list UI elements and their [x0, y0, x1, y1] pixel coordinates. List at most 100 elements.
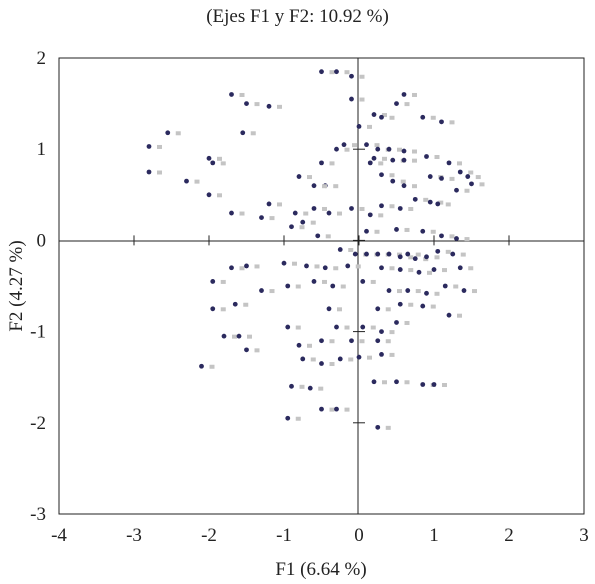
- y-tick-label: 2: [37, 48, 47, 69]
- data-point: [412, 196, 429, 202]
- data-point: [420, 303, 436, 309]
- data-point: [334, 146, 350, 152]
- x-tick-label: 0: [354, 525, 364, 546]
- data-point: [431, 382, 447, 387]
- data-point: [326, 210, 342, 216]
- data-point: [285, 283, 301, 289]
- data-point: [285, 324, 301, 330]
- data-point: [379, 352, 395, 357]
- data-point: [330, 283, 346, 289]
- data-point: [311, 206, 327, 211]
- data-point: [184, 178, 200, 184]
- y-tick-label: 1: [37, 139, 47, 160]
- chart-title: (Ejes F1 y F2: 10.92 %): [206, 6, 389, 27]
- data-point: [446, 312, 462, 318]
- data-point: [326, 306, 342, 312]
- data-point: [401, 148, 417, 154]
- data-point: [386, 146, 402, 152]
- data-point: [394, 101, 410, 107]
- data-point: [244, 263, 260, 269]
- data-point: [446, 160, 462, 166]
- data-point: [165, 130, 181, 136]
- data-point: [259, 288, 275, 294]
- x-tick-label: 2: [504, 525, 514, 546]
- data-point: [229, 92, 245, 97]
- axis-ticks: [133, 148, 510, 424]
- data-point: [397, 254, 414, 260]
- data-point: [334, 406, 350, 412]
- data-point: [285, 415, 301, 421]
- data-point: [315, 233, 331, 239]
- data-point: [341, 142, 357, 148]
- data-point: [337, 247, 354, 253]
- data-point: [431, 267, 447, 273]
- x-tick-label: -3: [126, 525, 142, 546]
- data-point: [439, 175, 455, 181]
- data-point: [360, 279, 376, 284]
- data-point: [420, 114, 436, 120]
- data-point: [442, 283, 459, 289]
- data-point: [334, 324, 350, 330]
- data-point: [397, 267, 414, 273]
- data-point: [394, 320, 410, 325]
- data-point: [379, 172, 395, 178]
- data-point: [412, 256, 429, 262]
- data-point: [244, 347, 260, 353]
- data-point: [289, 383, 305, 389]
- data-point: [435, 248, 451, 254]
- y-axis-label: F2 (4.27 %): [6, 240, 27, 331]
- data-point: [405, 251, 421, 257]
- data-point: [334, 69, 350, 75]
- data-point: [304, 263, 320, 269]
- data-point: [454, 236, 470, 242]
- data-point: [319, 69, 335, 75]
- data-point: [337, 356, 354, 362]
- data-point: [461, 288, 477, 294]
- data-point: [364, 228, 380, 234]
- data-point: [371, 155, 387, 161]
- data-point: [424, 154, 440, 159]
- y-tick-label: -1: [30, 322, 46, 343]
- data-point: [424, 254, 440, 260]
- x-axis-label: F1 (6.64 %): [275, 559, 366, 580]
- data-point: [210, 306, 226, 312]
- data-point: [364, 142, 380, 148]
- y-tick-label: -2: [30, 413, 46, 434]
- data-point: [319, 361, 335, 367]
- data-point: [349, 96, 365, 102]
- data-points: [146, 69, 485, 430]
- data-point: [345, 263, 361, 269]
- data-point: [427, 199, 444, 205]
- data-point: [210, 279, 226, 284]
- x-tick-label: 1: [429, 525, 439, 546]
- data-point: [349, 73, 365, 79]
- data-point: [146, 169, 162, 175]
- data-point: [379, 265, 395, 271]
- data-point: [296, 342, 312, 348]
- x-tick-label: -2: [201, 525, 217, 546]
- data-point: [375, 338, 391, 344]
- data-point: [379, 329, 395, 335]
- data-point: [435, 201, 451, 207]
- data-point: [375, 306, 391, 312]
- data-point: [307, 385, 324, 391]
- data-point: [349, 338, 365, 344]
- data-point: [300, 356, 316, 362]
- data-point: [457, 169, 474, 175]
- data-point: [289, 224, 305, 230]
- data-point: [266, 201, 282, 207]
- data-point: [199, 363, 215, 369]
- data-point: [259, 215, 275, 221]
- data-point: [146, 144, 162, 149]
- data-point: [401, 183, 417, 189]
- y-tick-label: 0: [37, 230, 47, 251]
- x-tick-label: -4: [51, 525, 67, 546]
- data-point: [296, 174, 312, 180]
- data-point: [390, 178, 406, 184]
- data-point: [311, 183, 327, 189]
- data-point: [281, 260, 297, 266]
- data-point: [379, 114, 395, 120]
- data-point: [457, 265, 474, 271]
